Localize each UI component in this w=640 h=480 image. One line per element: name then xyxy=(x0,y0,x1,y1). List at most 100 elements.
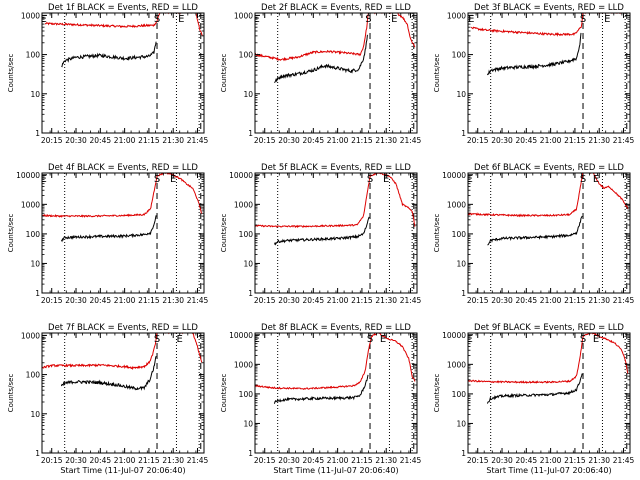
plot-frame xyxy=(254,12,418,134)
x-tick-label: 21:45 xyxy=(187,456,209,465)
x-tick-label: 20:15 xyxy=(467,456,489,465)
panel-det-8f: Det 8f BLACK = Events, RED = LLD Counts/s… xyxy=(220,323,422,475)
y-tick-label: 1000 xyxy=(447,11,466,20)
y-axis-label: Counts/sec xyxy=(433,54,441,93)
series-events xyxy=(273,216,370,246)
y-tick-label: 10 xyxy=(243,419,253,428)
plot-frame xyxy=(41,332,205,454)
y-axis-label: Counts/sec xyxy=(433,214,441,253)
event-marker-label: S xyxy=(365,14,371,25)
x-tick-label: 20:15 xyxy=(254,296,276,305)
panel-title: Det 5f BLACK = Events, RED = LLD xyxy=(261,163,411,173)
plot-frame xyxy=(41,12,205,134)
y-tick-label: 1 xyxy=(461,289,466,298)
y-axis-label: Counts/sec xyxy=(220,214,228,253)
y-tick-label: 1000 xyxy=(234,11,253,20)
x-tick-label: 21:30 xyxy=(375,136,397,145)
y-tick-label: 1 xyxy=(35,449,40,458)
event-marker-label: E xyxy=(40,174,46,185)
x-tick-label: 20:30 xyxy=(491,296,513,305)
panel-title: Det 2f BLACK = Events, RED = LLD xyxy=(261,3,411,13)
x-axis-label: Start Time (11-Jul-07 20:06:40) xyxy=(60,466,185,475)
event-marker-label: E xyxy=(593,334,599,345)
y-tick-label: 1 xyxy=(461,129,466,138)
x-tick-label: 21:00 xyxy=(540,136,562,145)
panel-title: Det 6f BLACK = Events, RED = LLD xyxy=(474,163,624,173)
series-lld xyxy=(42,333,203,371)
x-tick-label: 20:45 xyxy=(90,136,112,145)
y-axis-label: Counts/sec xyxy=(433,374,441,413)
event-marker-label: S xyxy=(367,334,373,345)
x-tick-label: 21:30 xyxy=(588,136,610,145)
event-marker-label: E xyxy=(466,334,472,345)
x-tick-label: 21:30 xyxy=(588,456,610,465)
series-events xyxy=(60,356,157,391)
y-axis-label: Counts/sec xyxy=(7,54,15,93)
y-tick-label: 1000 xyxy=(234,200,253,209)
x-tick-label: 21:15 xyxy=(138,456,160,465)
x-tick-label: 20:15 xyxy=(254,136,276,145)
x-tick-label: 21:00 xyxy=(540,456,562,465)
event-marker-label: E xyxy=(383,174,389,185)
x-tick-label: 21:00 xyxy=(327,136,349,145)
y-tick-label: 1 xyxy=(35,129,40,138)
series-events xyxy=(487,215,583,246)
x-tick-label: 21:15 xyxy=(351,456,373,465)
x-tick-label: 20:30 xyxy=(65,136,87,145)
event-marker-label: E xyxy=(380,334,386,345)
x-tick-label: 20:45 xyxy=(516,456,538,465)
panel-title: Det 9f BLACK = Events, RED = LLD xyxy=(474,323,624,333)
event-marker-label: S xyxy=(154,14,160,25)
x-tick-label: 21:45 xyxy=(187,136,209,145)
x-tick-label: 20:45 xyxy=(303,296,325,305)
x-tick-label: 21:15 xyxy=(351,296,373,305)
event-marker-label: S xyxy=(580,14,586,25)
series-lld xyxy=(468,333,629,384)
y-tick-label: 1 xyxy=(461,449,466,458)
y-tick-label: 10000 xyxy=(442,171,466,180)
event-marker-label: E xyxy=(604,14,610,25)
x-tick-label: 20:30 xyxy=(65,296,87,305)
y-tick-label: 1000 xyxy=(21,200,40,209)
series-lld xyxy=(42,173,203,218)
event-marker-label: S xyxy=(580,174,586,185)
x-tick-label: 20:45 xyxy=(516,296,538,305)
x-tick-label: 21:15 xyxy=(564,296,586,305)
y-axis-label: Counts/sec xyxy=(220,374,228,413)
y-tick-label: 10 xyxy=(30,259,40,268)
panel-title: Det 7f BLACK = Events, RED = LLD xyxy=(48,323,198,333)
y-tick-label: 1 xyxy=(35,289,40,298)
panel-det-4f: Det 4f BLACK = Events, RED = LLD Counts/s… xyxy=(7,163,209,305)
series-lld xyxy=(44,13,203,36)
x-tick-label: 20:45 xyxy=(303,456,325,465)
plot-frame xyxy=(467,172,631,294)
x-tick-label: 21:00 xyxy=(114,136,136,145)
event-marker-label: E xyxy=(593,174,599,185)
x-tick-label: 20:45 xyxy=(90,296,112,305)
series-events xyxy=(60,215,157,243)
y-tick-label: 10 xyxy=(243,90,253,99)
plot-frame xyxy=(41,172,205,294)
y-tick-label: 100 xyxy=(26,230,41,239)
series-events xyxy=(61,41,157,68)
x-tick-label: 20:30 xyxy=(65,456,87,465)
x-axis-label: Start Time (11-Jul-07 20:06:40) xyxy=(273,466,398,475)
x-tick-label: 21:00 xyxy=(114,456,136,465)
x-tick-label: 21:30 xyxy=(162,136,184,145)
y-tick-label: 10 xyxy=(243,259,253,268)
y-tick-label: 10 xyxy=(456,90,466,99)
series-lld xyxy=(255,173,416,229)
panel-title: Det 8f BLACK = Events, RED = LLD xyxy=(261,323,411,333)
y-tick-label: 10 xyxy=(456,419,466,428)
x-tick-label: 20:15 xyxy=(41,456,63,465)
panel-det-7f: Det 7f BLACK = Events, RED = LLD Counts/s… xyxy=(7,323,209,475)
y-tick-label: 100 xyxy=(452,390,467,399)
event-marker-label: E xyxy=(177,334,183,345)
x-tick-label: 21:00 xyxy=(114,296,136,305)
event-marker-label: S xyxy=(154,334,160,345)
x-tick-label: 21:30 xyxy=(375,456,397,465)
y-tick-label: 1000 xyxy=(21,331,40,340)
x-tick-label: 20:30 xyxy=(491,456,513,465)
series-lld xyxy=(255,333,416,390)
